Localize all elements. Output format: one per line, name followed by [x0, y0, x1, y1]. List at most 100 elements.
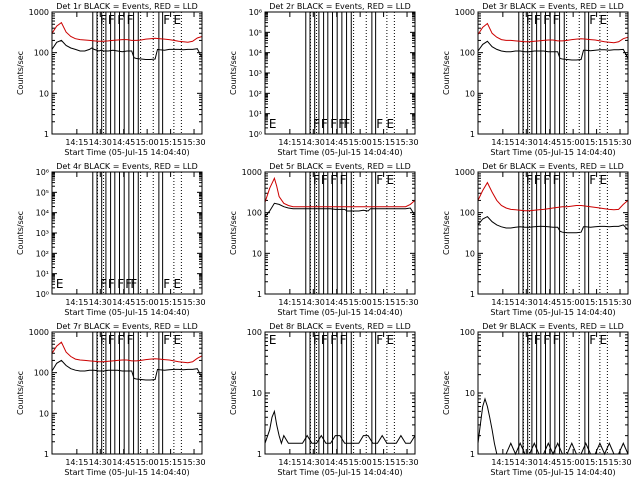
- y-tick-label: 10⁰: [36, 290, 49, 299]
- y-tick-label: 10⁵: [249, 28, 262, 37]
- y-tick-label: 10: [39, 409, 49, 418]
- x-tick-label: 15:15: [159, 458, 182, 467]
- x-tick-label: 15:00: [562, 138, 585, 147]
- y-tick-label: 100: [34, 369, 49, 378]
- event-flag-label: F: [313, 117, 320, 131]
- x-tick-label: 14:15: [278, 458, 301, 467]
- plot-frame: [264, 11, 416, 135]
- panel-3: Det 3r BLACK = Events, RED = LLD Start Ti…: [442, 2, 632, 157]
- x-tick-label: 14:45: [538, 298, 561, 307]
- x-tick-label: 15:30: [609, 298, 632, 307]
- event-flag-label: F: [117, 333, 124, 347]
- y-tick-label: 10³: [36, 229, 49, 238]
- plot-frame: [264, 331, 416, 455]
- event-flag-label: E: [600, 173, 608, 187]
- y-tick-label: 100: [460, 49, 475, 58]
- panel-title: Det 4r BLACK = Events, RED = LLD: [56, 162, 198, 171]
- event-flag-label: F: [543, 333, 550, 347]
- y-tick-label: 10²: [36, 249, 49, 258]
- y-tick-label: 10⁴: [249, 49, 262, 58]
- event-flag-label: F: [543, 13, 550, 27]
- x-axis-label: Start Time (05-Jul-15 14:04:40): [490, 148, 615, 157]
- event-flag-label: F: [125, 277, 132, 291]
- lld-rate-line: [264, 176, 416, 208]
- x-tick-label: 14:30: [302, 138, 325, 147]
- y-tick-label: 100: [34, 49, 49, 58]
- event-flag-label: F: [117, 277, 124, 291]
- y-axis-label: Counts/sec: [16, 51, 25, 95]
- panel-title: Det 5r BLACK = Events, RED = LLD: [269, 162, 411, 171]
- event-flag-label: F: [589, 333, 596, 347]
- x-tick-label: 14:15: [278, 298, 301, 307]
- y-tick-label: 1: [470, 130, 475, 139]
- event-flag-label: F: [163, 13, 170, 27]
- event-flag-label: F: [589, 13, 596, 27]
- plot-frame: [51, 171, 203, 295]
- panel-9: Det 9r BLACK = Events, RED = LLD Start Ti…: [442, 322, 632, 477]
- event-flag-label: F: [534, 173, 541, 187]
- event-flag-label: F: [376, 173, 383, 187]
- event-flag-label: F: [130, 277, 137, 291]
- event-flag-label: F: [100, 333, 107, 347]
- x-tick-label: 15:15: [372, 458, 395, 467]
- events-rate-line: [477, 397, 629, 456]
- y-axis-label: Counts/sec: [442, 211, 451, 255]
- events-rate-line: [477, 40, 629, 61]
- y-tick-label: 10¹: [36, 270, 49, 279]
- event-flag-label: F: [108, 277, 115, 291]
- x-tick-label: 15:30: [396, 458, 419, 467]
- event-flag-label: F: [340, 333, 347, 347]
- lld-rate-line: [477, 22, 629, 44]
- x-tick-label: 14:15: [65, 458, 88, 467]
- panel-6: Det 6r BLACK = Events, RED = LLD Start Ti…: [442, 162, 632, 317]
- event-flag-label: F: [100, 277, 107, 291]
- x-tick-label: 15:00: [562, 298, 585, 307]
- plot-frame: [477, 171, 629, 295]
- panel-title: Det 7r BLACK = Events, RED = LLD: [56, 322, 198, 331]
- event-flag-label: F: [526, 173, 533, 187]
- y-tick-label: 10: [465, 389, 475, 398]
- panel-title: Det 1r BLACK = Events, RED = LLD: [56, 2, 198, 11]
- event-flag-label: F: [163, 277, 170, 291]
- panel-5: Det 5r BLACK = Events, RED = LLD Start Ti…: [229, 162, 419, 317]
- x-axis-label: Start Time (05-Jul-15 14:04:40): [64, 468, 189, 477]
- x-tick-label: 14:30: [515, 138, 538, 147]
- x-tick-label: 14:45: [325, 138, 348, 147]
- lld-rate-line: [51, 341, 203, 364]
- y-tick-label: 1000: [455, 168, 475, 177]
- x-tick-label: 14:45: [112, 138, 135, 147]
- panel-title: Det 9r BLACK = Events, RED = LLD: [482, 322, 624, 331]
- panel-4: Det 4r BLACK = Events, RED = LLD Start Ti…: [16, 162, 206, 317]
- x-tick-label: 15:00: [136, 138, 159, 147]
- x-tick-label: 15:30: [183, 298, 206, 307]
- event-flag-label: F: [376, 333, 383, 347]
- x-tick-label: 14:30: [89, 138, 112, 147]
- event-flag-label: F: [338, 117, 345, 131]
- event-flag-label: E: [387, 117, 395, 131]
- event-flag-label: F: [340, 173, 347, 187]
- y-tick-label: 10: [39, 89, 49, 98]
- x-tick-label: 14:30: [515, 458, 538, 467]
- y-tick-label: 10²: [249, 89, 262, 98]
- panel-title: Det 6r BLACK = Events, RED = LLD: [482, 162, 624, 171]
- events-rate-line: [264, 409, 416, 446]
- event-flag-label: F: [534, 333, 541, 347]
- y-tick-label: 1000: [29, 8, 49, 17]
- y-axis-label: Counts/sec: [442, 371, 451, 415]
- x-tick-label: 14:45: [112, 298, 135, 307]
- plot-frame: [51, 11, 203, 135]
- x-tick-label: 14:30: [515, 298, 538, 307]
- y-tick-label: 10³: [249, 69, 262, 78]
- events-rate-line: [51, 39, 203, 60]
- event-flag-label: F: [313, 333, 320, 347]
- y-axis-label: Counts/sec: [229, 51, 238, 95]
- event-flag-label: F: [526, 333, 533, 347]
- event-flag-label: F: [108, 13, 115, 27]
- x-tick-label: 14:15: [65, 298, 88, 307]
- panel-title: Det 8r BLACK = Events, RED = LLD: [269, 322, 411, 331]
- x-tick-label: 15:15: [585, 298, 608, 307]
- panel-2: Det 2r BLACK = Events, RED = LLD Start Ti…: [229, 2, 419, 157]
- event-flag-label: F: [526, 13, 533, 27]
- x-tick-label: 15:00: [349, 298, 372, 307]
- plot-frame: [264, 171, 416, 295]
